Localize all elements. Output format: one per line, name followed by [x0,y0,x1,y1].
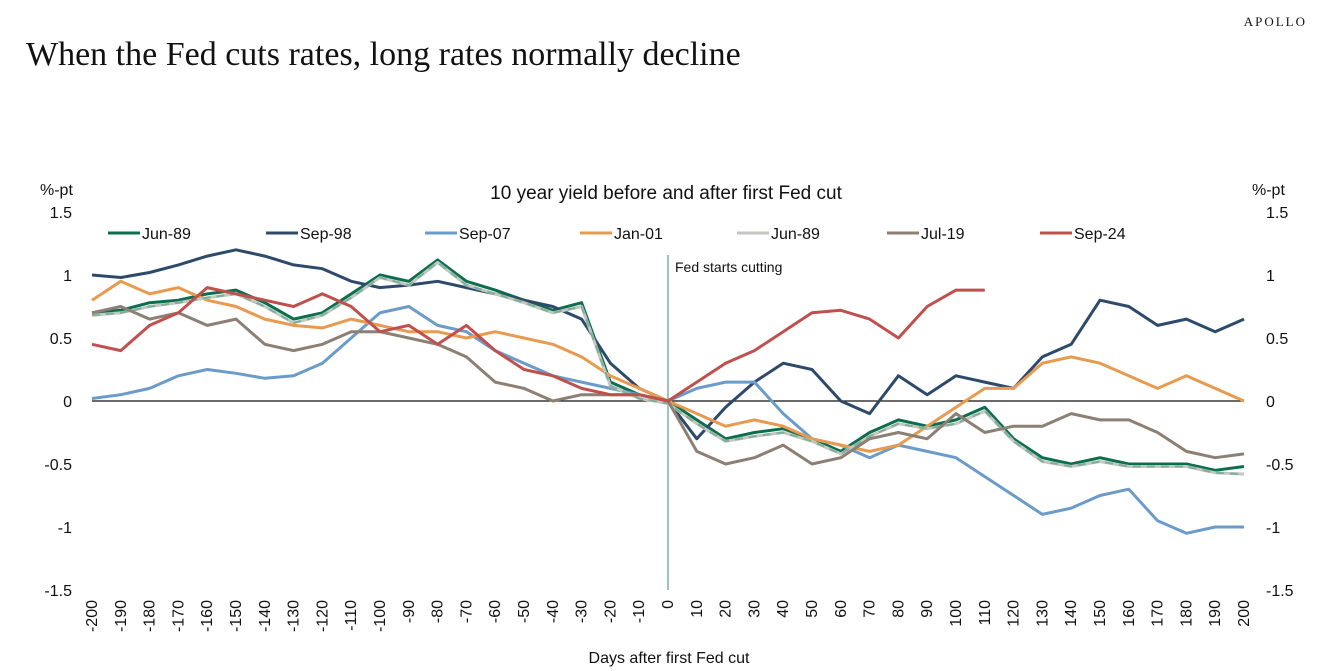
x-tick-label: 10 [689,600,706,618]
x-tick-label: -70 [458,600,475,623]
chart-title: 10 year yield before and after first Fed… [490,183,842,204]
x-tick-label: 70 [862,600,879,618]
y-tick-label-right: -0.5 [1266,457,1294,474]
x-tick-label: 160 [1121,600,1138,627]
y-tick-label: -1 [58,520,72,537]
x-tick-label: -140 [257,600,274,632]
legend-item: Jun-89 [108,226,191,243]
x-tick-label: 200 [1236,600,1253,627]
x-tick-label: -170 [170,600,187,632]
x-tick-label: 130 [1034,600,1051,627]
x-tick-label: 80 [890,600,907,618]
x-tick-label: -190 [113,600,130,632]
x-tick-label: -120 [314,600,331,632]
x-tick-label: -200 [84,600,101,632]
legend-label: Jun-89 [142,226,191,243]
x-tick-label: -110 [343,600,360,631]
series-line-6 [91,286,985,403]
x-tick-label: 30 [746,600,763,618]
chart-legend: Jun-89 Sep-98 Sep-07 Jan-01 Jun-89 Jul-19 Sep-… [108,226,1126,243]
x-tick-label: -90 [401,600,418,623]
y-axis-left-ticks: 1.5 1 0.5 0 -0.5 -1 -1.5 [44,205,72,600]
legend-item: Jun-89 [737,226,820,243]
y-tick-label: 0 [63,394,72,411]
x-tick-label: -60 [487,600,504,623]
y-tick-label: -0.5 [44,457,72,474]
x-tick-label: 190 [1207,600,1224,627]
x-tick-label: 40 [775,600,792,618]
x-tick-label: 180 [1178,600,1195,627]
legend-label: Sep-07 [459,226,511,243]
x-tick-label: -20 [602,600,619,623]
legend-label: Sep-24 [1074,226,1126,243]
x-tick-label: -130 [286,600,303,632]
x-tick-label: -40 [545,600,562,623]
legend-label: Jan-01 [614,226,663,243]
x-tick-label: 110 [977,600,994,626]
legend-label: Jul-19 [921,226,965,243]
x-tick-label: 150 [1092,600,1109,627]
y-tick-label-right: 0.5 [1266,331,1288,348]
y-tick-label: -1.5 [44,583,72,600]
x-tick-label: -150 [228,600,245,632]
y-tick-label: 1 [63,268,72,285]
x-tick-label: -10 [631,600,648,623]
x-tick-label: 60 [833,600,850,618]
y-axis-left-label: %-pt [40,182,73,199]
x-axis-label: Days after first Fed cut [589,650,750,667]
legend-item: Sep-07 [425,226,511,243]
legend-item: Sep-24 [1040,226,1126,243]
legend-label: Jun-89 [771,226,820,243]
legend-item: Sep-98 [266,226,352,243]
y-tick-label-right: 1.5 [1266,205,1288,222]
x-axis-ticks: -200 -190 -180 -170 -160 -150 -140 -130 -120 -110… [84,600,1253,632]
x-tick-label: -160 [199,600,216,632]
y-tick-label-right: 0 [1266,394,1275,411]
x-tick-label: 20 [718,600,735,618]
x-tick-label: 170 [1150,600,1167,627]
x-tick-label: 50 [804,600,821,618]
page-headline: When the Fed cuts rates, long rates norm… [26,36,741,73]
x-tick-label: -180 [142,600,159,632]
y-tick-label-right: -1 [1266,520,1280,537]
x-tick-label: -80 [430,600,447,623]
fed-cut-annotation: Fed starts cutting [675,259,782,275]
x-tick-label: -100 [372,600,389,632]
y-axis-right-ticks: 1.5 1 0.5 0 -0.5 -1 -1.5 [1266,205,1294,600]
x-tick-label: 140 [1063,600,1080,627]
y-tick-label: 0.5 [50,331,72,348]
legend-label: Sep-98 [300,226,352,243]
legend-item: Jan-01 [580,226,663,243]
x-tick-label: 100 [948,600,965,627]
x-tick-label: 120 [1006,600,1023,627]
y-tick-label: 1.5 [50,205,72,222]
y-axis-right-label: %-pt [1252,182,1285,199]
series-group [91,248,1245,535]
x-tick-label: -50 [516,600,533,623]
x-tick-label: -30 [574,600,591,623]
brand-logo-text: APOLLO [1243,14,1307,29]
y-tick-label-right: 1 [1266,268,1275,285]
y-tick-label-right: -1.5 [1266,583,1294,600]
legend-item: Jul-19 [887,226,965,243]
x-tick-label: 0 [660,600,677,609]
x-tick-label: 90 [919,600,936,618]
